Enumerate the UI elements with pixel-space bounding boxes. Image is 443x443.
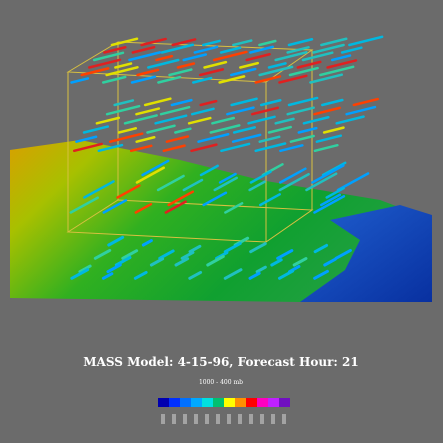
- colorbar-tick-mark: [194, 414, 198, 424]
- colorbar-swatch: [213, 398, 224, 407]
- colorbar-tick-mark: [216, 414, 220, 424]
- colorbar-swatch: [268, 398, 279, 407]
- colorbar-tick-mark: [238, 414, 242, 424]
- colorbar-swatch: [169, 398, 180, 407]
- colorbar-swatch: [191, 398, 202, 407]
- colorbar-swatch: [235, 398, 246, 407]
- colorbar-swatch: [246, 398, 257, 407]
- colorbar-tick-mark: [260, 414, 264, 424]
- colorbar-tick-mark: [271, 414, 275, 424]
- colorbar-swatch: [158, 398, 169, 407]
- colorbar-tick-mark: [227, 414, 231, 424]
- colorbar-swatch: [202, 398, 213, 407]
- title: MASS Model: 4-15-96, Forecast Hour: 21: [83, 355, 358, 369]
- visualization: MASS Model: 4-15-96, Forecast Hour: 21 1…: [0, 0, 443, 443]
- colorbar-tick-mark: [161, 414, 165, 424]
- colorbar-swatch: [257, 398, 268, 407]
- colorbar-tick-mark: [183, 414, 187, 424]
- colorbar-swatch: [224, 398, 235, 407]
- colorbar-swatch: [180, 398, 191, 407]
- colorbar-swatch: [279, 398, 290, 407]
- colorbar-tick-mark: [205, 414, 209, 424]
- colorbar-tick-mark: [172, 414, 176, 424]
- colorbar-tick-mark: [282, 414, 286, 424]
- subtitle: 1000 - 400 mb: [199, 379, 243, 386]
- colorbar-tick-mark: [249, 414, 253, 424]
